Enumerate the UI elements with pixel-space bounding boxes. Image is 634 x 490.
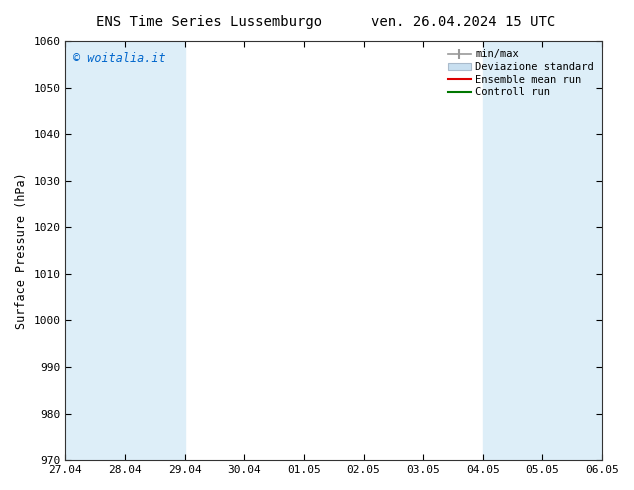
Bar [483, 41, 602, 460]
Text: ENS Time Series Lussemburgo: ENS Time Series Lussemburgo [96, 15, 322, 29]
Text: © woitalia.it: © woitalia.it [74, 51, 166, 65]
Y-axis label: Surface Pressure (hPa): Surface Pressure (hPa) [15, 172, 28, 329]
Bar [602, 41, 634, 460]
Legend: min/max, Deviazione standard, Ensemble mean run, Controll run: min/max, Deviazione standard, Ensemble m… [445, 46, 597, 100]
Bar [65, 41, 184, 460]
Text: ven. 26.04.2024 15 UTC: ven. 26.04.2024 15 UTC [371, 15, 555, 29]
